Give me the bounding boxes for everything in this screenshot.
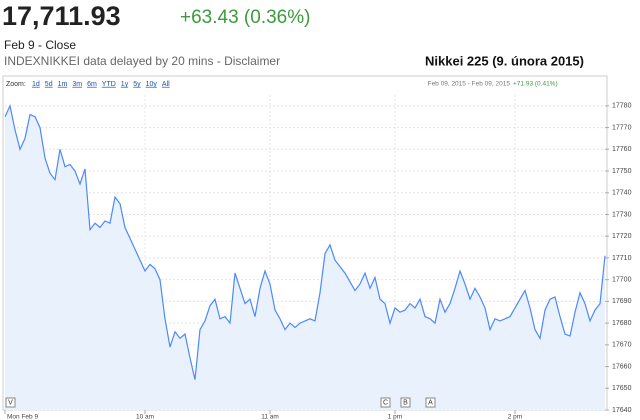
zoom-option[interactable]: 3m [72, 81, 82, 88]
zoom-option[interactable]: 1m [58, 81, 68, 88]
flag[interactable] [380, 397, 391, 408]
flag[interactable] [5, 397, 16, 408]
zoom-option[interactable]: All [162, 81, 170, 88]
x-tick-label: Mon Feb 9 [7, 414, 38, 420]
flag-label: B [403, 399, 408, 406]
y-tick-label: 17760 [612, 146, 632, 153]
x-tick-label: 10 am [136, 414, 154, 420]
zoom-option[interactable]: YTD [102, 81, 116, 88]
zoom-label: Zoom: [6, 81, 26, 88]
flag-label: C [383, 399, 388, 406]
y-tick-label: 17730 [612, 211, 632, 218]
price-change: +63.43 (0.36%) [180, 7, 310, 28]
y-tick-label: 17650 [612, 385, 632, 392]
zoom-option[interactable]: 1y [121, 81, 129, 88]
area [5, 105, 605, 411]
flag[interactable] [425, 397, 436, 408]
zoom-option[interactable]: 1d [32, 81, 40, 88]
status: Feb 9 - Close [4, 38, 76, 52]
range-label: Feb 09, 2015 - Feb 09, 2015 [428, 81, 511, 88]
y-tick-label: 17640 [612, 407, 632, 414]
y-tick-label: 17740 [612, 190, 632, 197]
zoom-option[interactable]: 5y [133, 81, 141, 88]
zoom-option[interactable]: 6m [87, 81, 97, 88]
y-tick-label: 17710 [612, 255, 632, 262]
zoom-option[interactable]: 5d [45, 81, 53, 88]
flag-label: A [428, 399, 433, 406]
x-tick-label: 2 pm [508, 414, 522, 420]
source: INDEXNIKKEI data delayed by 20 mins - Di… [4, 54, 280, 68]
y-tick-label: 17750 [612, 168, 632, 175]
y-tick-label: 17670 [612, 342, 632, 349]
price: 17,711.93 [2, 1, 121, 31]
x-tick-label: 1 pm [388, 414, 402, 420]
y-tick-label: 17690 [612, 298, 632, 305]
flag-label: V [8, 399, 13, 406]
x-tick-label: 11 am [261, 414, 279, 420]
chart-title: Nikkei 225 (9. února 2015) [425, 53, 584, 68]
y-tick-label: 17680 [612, 320, 632, 327]
y-tick-label: 17780 [612, 103, 632, 110]
flag[interactable] [400, 397, 411, 408]
y-tick-label: 17720 [612, 233, 632, 240]
line [4, 104, 606, 380]
y-tick-label: 17770 [612, 124, 632, 131]
y-tick-label: 17660 [612, 363, 632, 370]
y-tick-label: 17700 [612, 276, 632, 283]
range-change: +71.93 (0.41%) [513, 81, 558, 88]
zoom-option[interactable]: 10y [146, 81, 158, 88]
